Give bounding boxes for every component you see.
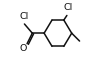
Text: O: O <box>19 44 26 53</box>
Text: Cl: Cl <box>64 3 73 12</box>
Text: Cl: Cl <box>20 12 29 21</box>
